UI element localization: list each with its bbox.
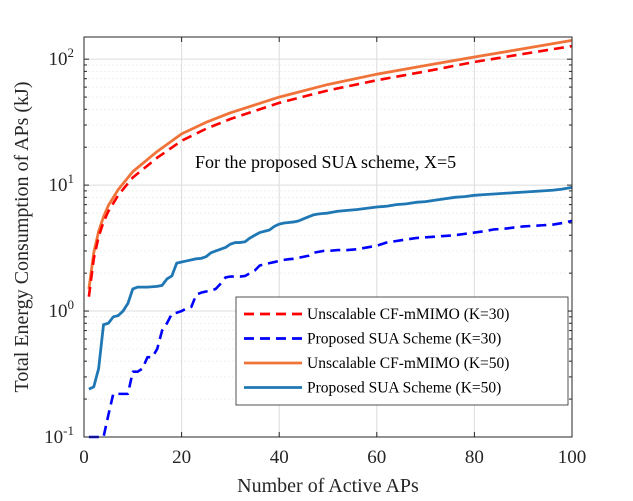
series-line-3 <box>87 39 573 290</box>
legend-label-4: Proposed SUA Scheme (K=50) <box>307 380 501 397</box>
x-tick-label: 0 <box>79 447 89 468</box>
y-tick-label: 10-1 <box>44 423 74 448</box>
x-tick-label: 40 <box>270 447 289 468</box>
series-line-4 <box>88 185 573 391</box>
x-tick-label: 20 <box>172 447 191 468</box>
legend-label-3: Unscalable CF-mMIMO (K=50) <box>307 355 509 372</box>
y-tick-label: 100 <box>49 297 75 322</box>
y-tick-label: 101 <box>49 171 75 196</box>
x-axis-label: Number of Active APs <box>237 475 419 497</box>
x-tick-label: 60 <box>367 447 386 468</box>
y-tick-label: 102 <box>49 45 75 70</box>
x-tick-label: 80 <box>465 447 484 468</box>
legend-label-2: Proposed SUA Scheme (K=30) <box>307 331 501 348</box>
series-layer <box>87 39 573 439</box>
ticks <box>83 37 573 438</box>
legend: Unscalable CF-mMIMO (K=30) Proposed SUA S… <box>235 296 569 406</box>
series-line-1 <box>87 44 573 297</box>
y-tick-exponent: 1 <box>68 171 75 186</box>
y-tick-exponent: -1 <box>63 423 74 438</box>
legend-label-1: Unscalable CF-mMIMO (K=30) <box>307 306 509 323</box>
y-tick-exponent: 0 <box>68 297 75 312</box>
annotation: For the proposed SUA scheme, X=5 <box>195 152 456 172</box>
y-tick-exponent: 2 <box>68 45 75 60</box>
y-axis-label: Total Energy Consumption of APs (kJ) <box>11 81 33 392</box>
series-line-2 <box>88 219 573 439</box>
axes-box <box>83 36 573 438</box>
x-tick-label: 100 <box>558 447 587 468</box>
